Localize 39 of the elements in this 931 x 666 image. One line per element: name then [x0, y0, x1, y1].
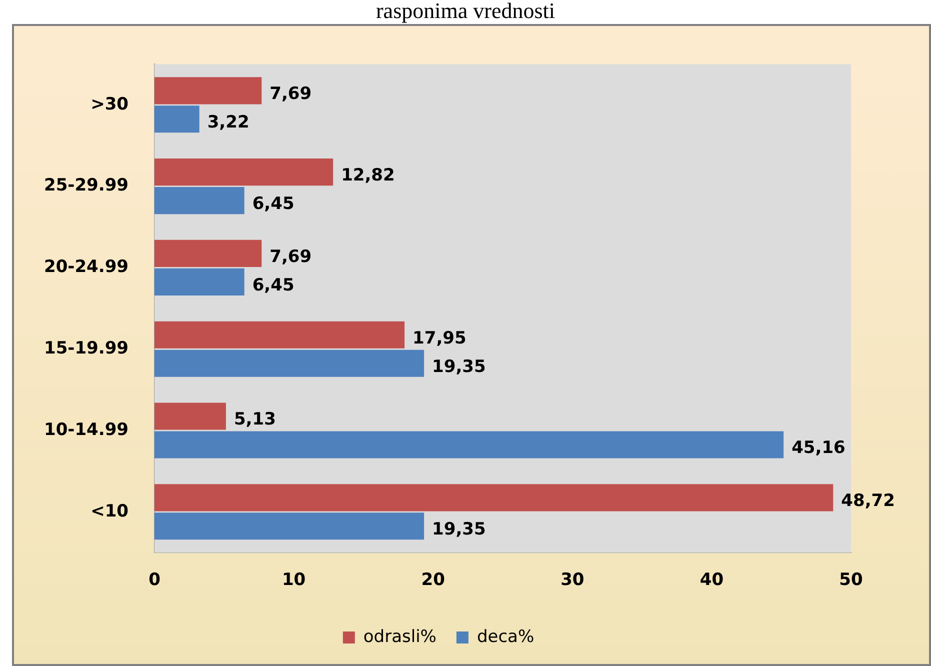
data-label: 7,69 [270, 246, 312, 267]
data-label: 48,72 [841, 491, 895, 512]
y-tick-label: <10 [90, 501, 129, 522]
x-tick-label: 40 [700, 570, 724, 590]
y-tick-label: 15-19.99 [44, 338, 128, 359]
data-label: 12,82 [341, 165, 395, 186]
bar [154, 402, 226, 430]
data-label: 19,35 [432, 356, 486, 377]
legend-label: deca% [476, 626, 534, 647]
legend-label: odrasli% [363, 626, 436, 647]
bar [154, 484, 834, 512]
y-tick-label: 10-14.99 [44, 420, 128, 440]
x-tick-label: 0 [148, 570, 161, 590]
chart-title: rasponima vrednosti [374, 0, 556, 23]
data-label: 45,16 [792, 438, 846, 458]
bar [154, 187, 244, 214]
y-tick-label: 25-29.99 [44, 176, 128, 196]
y-tick-label: >30 [90, 94, 129, 114]
bar [154, 350, 424, 377]
x-tick-label: 10 [282, 570, 306, 590]
bar [154, 431, 784, 458]
data-label: 17,95 [412, 328, 466, 348]
x-tick-label: 20 [421, 570, 446, 590]
data-label: 7,69 [270, 84, 312, 104]
bar [154, 240, 262, 267]
x-tick-label: 50 [839, 570, 863, 590]
bar [154, 158, 334, 186]
x-tick-label: 30 [560, 570, 584, 590]
bar [154, 77, 262, 104]
data-label: 5,13 [234, 410, 276, 430]
y-tick-label: 20-24.99 [44, 257, 128, 278]
data-label: 6,45 [252, 194, 294, 214]
data-label: 3,22 [207, 112, 250, 133]
bar [154, 512, 424, 540]
data-label: 19,35 [432, 520, 486, 540]
bar [154, 321, 405, 348]
bar [154, 106, 200, 133]
bar [154, 268, 244, 296]
data-label: 6,45 [252, 275, 294, 296]
